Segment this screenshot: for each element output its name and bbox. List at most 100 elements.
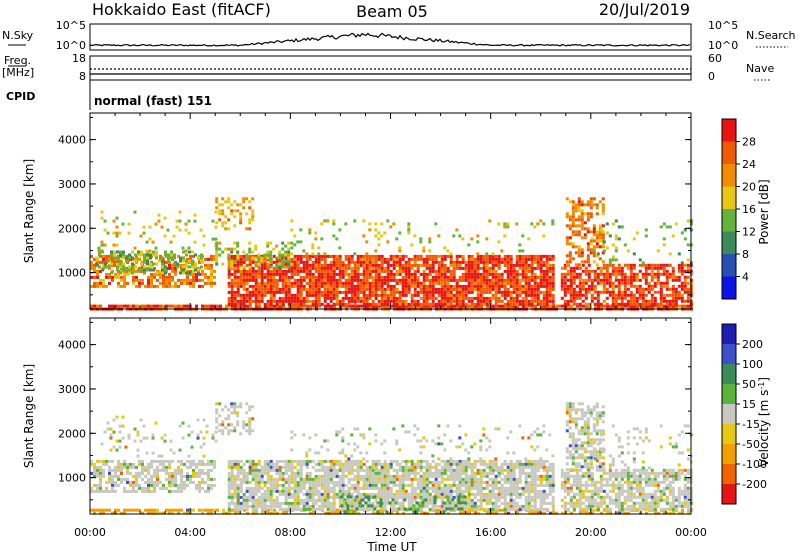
data-cell <box>320 507 324 511</box>
data-cell <box>606 511 609 515</box>
data-cell <box>159 275 162 279</box>
data-cell <box>248 278 252 282</box>
data-cell <box>249 304 252 308</box>
data-cell <box>656 263 660 267</box>
data-cell <box>199 228 203 232</box>
data-cell <box>371 254 375 258</box>
data-cell <box>434 474 438 478</box>
data-cell <box>242 265 246 269</box>
data-cell <box>239 254 243 258</box>
data-cell <box>230 284 234 288</box>
data-cell <box>377 293 381 297</box>
data-cell <box>236 468 240 472</box>
data-cell <box>416 483 420 487</box>
data-cell <box>574 263 578 267</box>
data-cell <box>344 504 348 508</box>
data-cell <box>126 254 129 258</box>
data-cell <box>461 287 465 291</box>
data-cell <box>169 240 173 244</box>
data-cell <box>227 465 231 469</box>
data-cell <box>374 486 378 490</box>
data-cell <box>449 302 453 306</box>
data-cell <box>205 424 209 428</box>
data-cell <box>683 290 687 294</box>
data-cell <box>248 495 252 499</box>
data-cell <box>401 281 405 285</box>
data-cell <box>96 459 99 463</box>
data-cell <box>428 498 432 502</box>
data-cell <box>302 287 306 291</box>
data-cell <box>329 293 333 297</box>
data-cell <box>428 501 432 505</box>
data-cell <box>163 216 167 220</box>
data-cell <box>632 296 636 300</box>
data-cell <box>680 287 684 291</box>
data-cell <box>198 459 201 463</box>
colorbar-tick-label: 8 <box>742 248 749 261</box>
data-cell <box>338 459 342 463</box>
data-cell <box>201 284 204 288</box>
data-cell <box>112 430 116 434</box>
data-cell <box>386 474 390 478</box>
data-cell <box>627 511 630 515</box>
data-cell <box>278 459 282 463</box>
data-cell <box>314 237 318 241</box>
data-cell <box>218 253 222 257</box>
data-cell <box>284 253 288 257</box>
data-cell <box>172 451 176 455</box>
data-cell <box>375 304 378 308</box>
data-cell <box>112 418 116 422</box>
data-cell <box>464 263 468 267</box>
data-cell <box>162 281 165 285</box>
data-cell <box>230 474 234 478</box>
data-cell <box>278 260 282 264</box>
data-cell <box>419 498 423 502</box>
data-cell <box>323 486 327 490</box>
data-cell <box>392 483 396 487</box>
data-cell <box>404 492 408 496</box>
data-cell <box>254 471 258 475</box>
data-cell <box>341 462 345 466</box>
data-cell <box>374 474 378 478</box>
data-cell <box>416 269 420 273</box>
data-cell <box>202 243 206 247</box>
data-cell <box>458 293 462 297</box>
data-cell <box>141 486 144 490</box>
data-cell <box>581 281 585 285</box>
data-cell <box>422 465 426 469</box>
data-cell <box>299 296 303 300</box>
data-cell <box>299 462 303 466</box>
data-cell <box>242 480 246 484</box>
data-cell <box>102 489 105 493</box>
data-cell <box>233 257 237 261</box>
data-cell <box>284 489 288 493</box>
data-cell <box>563 275 567 279</box>
data-cell <box>335 281 339 285</box>
data-cell <box>515 281 519 285</box>
data-cell <box>353 260 357 264</box>
data-cell <box>461 284 465 288</box>
data-cell <box>383 468 387 472</box>
data-cell <box>305 287 309 291</box>
data-cell <box>293 486 297 490</box>
data-cell <box>392 477 396 481</box>
data-cell <box>353 299 357 303</box>
data-cell <box>449 257 453 261</box>
data-cell <box>540 304 543 308</box>
data-cell <box>494 272 498 276</box>
data-cell <box>590 284 594 288</box>
data-cell <box>578 296 582 300</box>
data-cell <box>413 269 417 273</box>
data-cell <box>290 462 294 466</box>
data-cell <box>141 462 144 466</box>
data-cell <box>399 304 402 308</box>
data-cell <box>266 480 270 484</box>
data-cell <box>605 266 609 270</box>
data-cell <box>608 290 612 294</box>
data-cell <box>102 278 105 282</box>
data-cell <box>374 504 378 508</box>
data-cell <box>207 275 210 279</box>
data-cell <box>133 439 137 443</box>
data-cell <box>171 275 174 279</box>
data-cell <box>431 302 435 306</box>
